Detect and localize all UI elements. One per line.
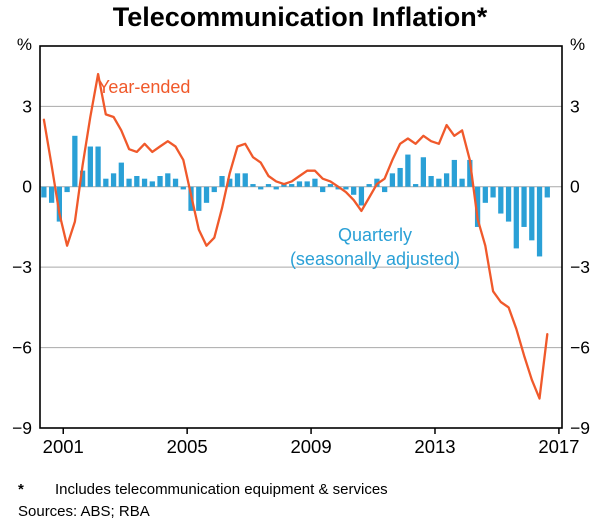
quarterly-bar <box>219 176 225 187</box>
quarterly-bar <box>103 178 109 187</box>
quarterly-bar <box>474 186 481 227</box>
quarterly-bar <box>273 186 279 190</box>
quarterly-bar <box>242 173 248 187</box>
quarterly-bar <box>405 154 411 187</box>
quarterly-bar <box>412 184 419 187</box>
quarterly-annotation-line1: Quarterly <box>337 225 413 245</box>
y-axis-label-left: 3 <box>22 96 32 116</box>
footnote-text: Includes telecommunication equipment & s… <box>55 481 388 498</box>
quarterly-bar <box>296 181 303 187</box>
y-axis-label-right: −6 <box>570 338 590 358</box>
quarterly-bar <box>366 184 372 187</box>
year-ended-annotation: Year-ended <box>98 77 191 97</box>
quarterly-bar <box>428 176 434 187</box>
quarterly-bar <box>211 186 217 193</box>
quarterly-bar <box>505 186 512 222</box>
y-axis-label-left: −3 <box>12 257 32 277</box>
quarterly-bar <box>389 173 396 187</box>
percent-label-right: % <box>570 35 585 54</box>
quarterly-annotation: Quarterly (seasonally adjusted) <box>240 224 510 272</box>
y-axis-label-right: −9 <box>570 418 590 438</box>
quarterly-bar <box>118 162 124 187</box>
x-axis-label: 2001 <box>43 436 84 457</box>
quarterly-bar <box>72 135 78 187</box>
quarterly-bar <box>196 186 202 211</box>
quarterly-bar <box>110 173 117 187</box>
quarterly-bar <box>343 186 349 190</box>
quarterly-bar <box>250 184 256 187</box>
quarterly-bar <box>436 178 442 187</box>
quarterly-bar <box>490 186 496 198</box>
y-axis-label-right: 3 <box>570 96 580 116</box>
quarterly-bar <box>95 146 101 187</box>
x-axis-label: 2005 <box>167 436 208 457</box>
quarterly-bar <box>64 186 70 193</box>
quarterly-bar <box>529 186 535 241</box>
quarterly-bar <box>397 167 403 187</box>
plot-border <box>39 45 563 429</box>
quarterly-bar <box>165 173 171 187</box>
footnote: * Includes telecommunication equipment & … <box>18 481 388 498</box>
quarterly-bar <box>544 186 550 198</box>
y-axis-label-right: −3 <box>570 257 590 277</box>
quarterly-bar <box>443 173 450 187</box>
quarterly-bar <box>289 184 295 187</box>
quarterly-bar <box>258 186 264 190</box>
quarterly-bar <box>79 170 86 187</box>
footnote-marker: * <box>18 481 24 498</box>
quarterly-bar <box>180 186 186 190</box>
quarterly-bar <box>172 178 179 187</box>
sources-line: Sources: ABS; RBA <box>18 503 150 520</box>
quarterly-bar <box>126 178 132 187</box>
x-axis-label: 2017 <box>538 436 579 457</box>
percent-label-left: % <box>17 35 32 54</box>
quarterly-bar <box>382 186 388 193</box>
y-axis-label-left: 0 <box>22 177 32 197</box>
quarterly-bar <box>134 176 140 187</box>
quarterly-bar <box>513 186 519 249</box>
y-axis-label-left: −9 <box>12 418 32 438</box>
quarterly-bar <box>227 178 233 187</box>
year-ended-line <box>42 72 549 400</box>
quarterly-bar <box>351 186 357 195</box>
quarterly-bar <box>459 178 465 187</box>
quarterly-bar <box>87 146 93 187</box>
quarterly-bar <box>482 186 488 203</box>
quarterly-bar <box>536 186 543 257</box>
quarterly-bar <box>420 157 426 187</box>
quarterly-bar <box>265 184 272 187</box>
quarterly-bar <box>521 186 527 227</box>
y-axis-label-left: −6 <box>12 338 32 358</box>
quarterly-bar <box>451 159 457 187</box>
quarterly-bar <box>48 186 55 203</box>
quarterly-bar <box>498 186 504 214</box>
quarterly-bar <box>141 178 148 187</box>
quarterly-bar <box>203 186 210 203</box>
quarterly-bar <box>327 184 334 187</box>
quarterly-bar <box>281 184 287 187</box>
quarterly-bar <box>358 186 365 206</box>
chart-svg: 3 3 0 0 −3 −3 −6 −6 −9 −9% % 2001 2005 2009 2013 2017 <box>12 35 590 457</box>
quarterly-annotation-line2: (seasonally adjusted) <box>289 248 461 269</box>
x-axis-label: 2013 <box>414 436 455 457</box>
chart-title: Telecommunication Inflation* <box>112 2 488 32</box>
quarterly-bar <box>234 173 241 187</box>
quarterly-bar <box>467 159 473 187</box>
quarterly-bar <box>157 176 163 187</box>
quarterly-bar <box>304 181 310 187</box>
quarterly-bar <box>41 186 47 198</box>
y-axis-label-right: 0 <box>570 177 580 197</box>
x-axis-label: 2009 <box>290 436 331 457</box>
quarterly-bar <box>312 178 318 187</box>
quarterly-bar <box>56 186 62 222</box>
quarterly-bar <box>320 186 326 193</box>
quarterly-bar <box>149 181 155 187</box>
